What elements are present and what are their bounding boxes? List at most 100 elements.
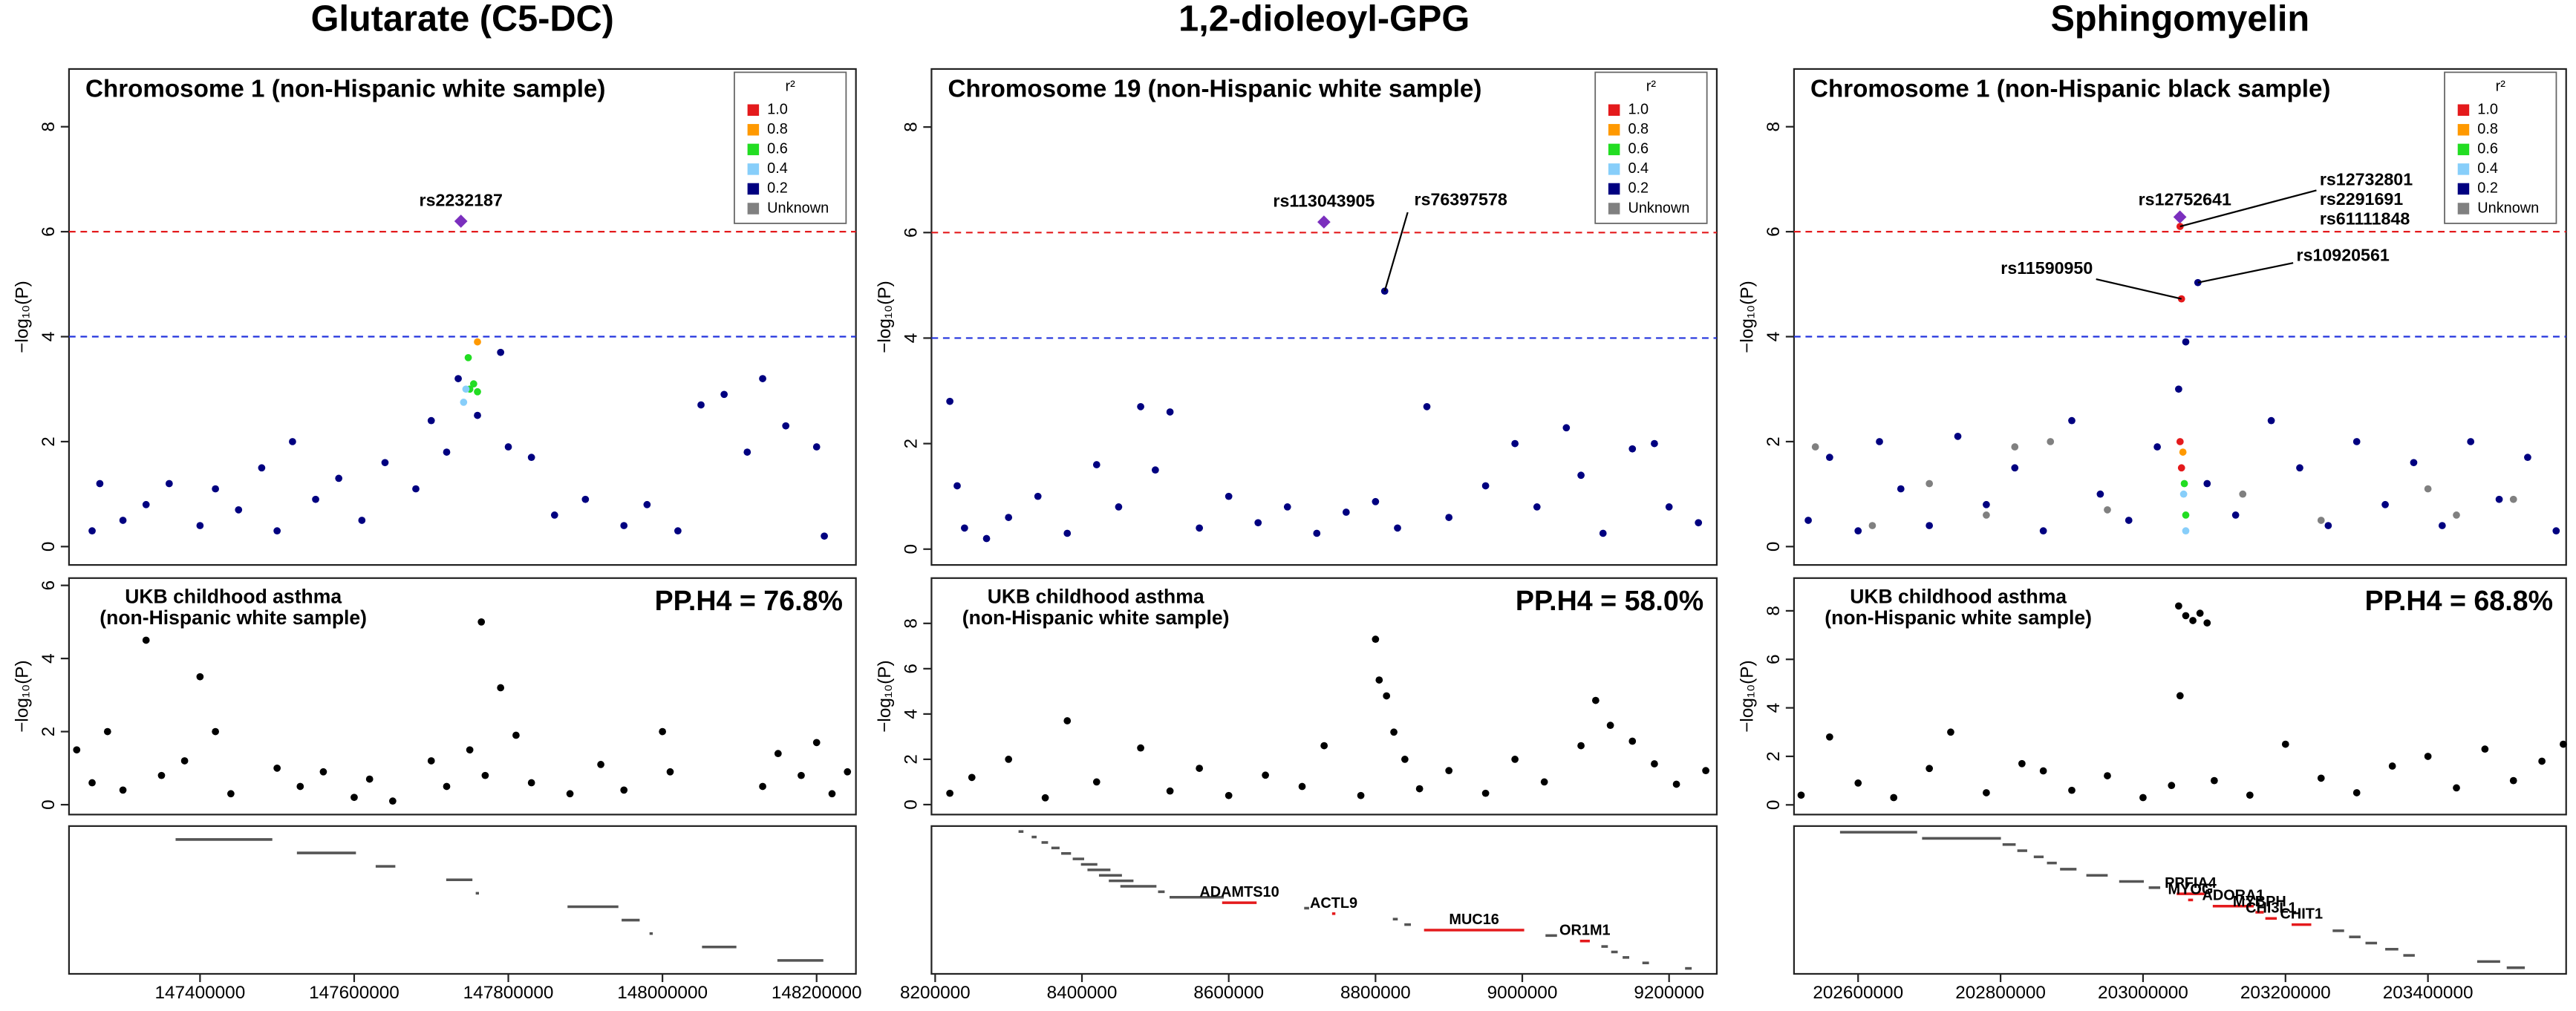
- snp-point: [2182, 612, 2190, 620]
- legend-swatch: [2457, 143, 2470, 156]
- y-tick-label: 4: [901, 333, 921, 344]
- snp-point: [812, 443, 821, 451]
- snp-point: [1151, 466, 1159, 474]
- x-tick-label: 8400000: [1047, 983, 1118, 1003]
- panel-frame: [68, 825, 857, 975]
- snp-point: [844, 768, 852, 776]
- snp-point: [2182, 527, 2190, 534]
- snp-point: [2203, 619, 2211, 627]
- snp-point: [212, 727, 219, 736]
- snp-point: [1562, 424, 1571, 432]
- snp-point: [812, 739, 821, 747]
- snp-point: [982, 534, 991, 543]
- legend-swatch: [747, 203, 760, 215]
- snp-point: [1262, 771, 1269, 779]
- lead-snp: [454, 215, 468, 228]
- snp-point: [2352, 438, 2361, 445]
- snp-point: [180, 757, 189, 765]
- snp-point: [474, 387, 481, 396]
- snp-point: [620, 786, 628, 794]
- legend-label: 1.0: [767, 102, 788, 118]
- snp-point: [142, 500, 150, 508]
- snp-point: [961, 524, 968, 532]
- snp-point: [1628, 445, 1637, 453]
- snp-point: [2196, 609, 2204, 618]
- y-axis-label: −log₁₀(P): [12, 660, 32, 732]
- gene-label: ACTL9: [1310, 895, 1357, 912]
- labeled-snp: [2177, 295, 2185, 303]
- snp-point: [1137, 402, 1144, 410]
- legend-label: 1.0: [1628, 102, 1649, 118]
- snp-point: [1854, 527, 1862, 534]
- y-axis-label: −log₁₀(P): [1737, 660, 1757, 732]
- snp-point: [2552, 527, 2560, 534]
- snp-point: [1423, 402, 1431, 410]
- snp-point: [1926, 522, 1934, 529]
- snp-point: [1320, 742, 1328, 750]
- snp-point: [2317, 774, 2325, 782]
- snp-point: [2175, 385, 2182, 393]
- legend-swatch: [2457, 124, 2470, 136]
- snp-point: [157, 771, 166, 779]
- snp-point: [1196, 524, 1204, 532]
- lead-snp: [1317, 215, 1331, 229]
- snp-point: [946, 397, 953, 405]
- snp-point: [358, 517, 366, 524]
- snp-label: rs61111848: [2320, 209, 2410, 228]
- legend-swatch: [1608, 143, 1620, 156]
- snp-point: [759, 375, 766, 382]
- snp-point: [2481, 745, 2489, 753]
- snp-point: [2139, 794, 2147, 802]
- snp-point: [1063, 717, 1072, 724]
- y-tick-label: 0: [1764, 542, 1784, 552]
- snp-point: [759, 782, 766, 791]
- snp-point: [412, 485, 420, 493]
- legend-label: 0.2: [767, 180, 788, 197]
- legend-swatch: [2457, 163, 2470, 175]
- panel-frame: [1793, 577, 2567, 816]
- snp-point: [1983, 789, 1990, 796]
- snp-point: [550, 511, 558, 519]
- snp-point: [319, 768, 327, 776]
- panel-annotation: (non-Hispanic white sample): [100, 606, 367, 629]
- y-tick-label: 6: [901, 228, 921, 238]
- snp-point: [1041, 794, 1049, 802]
- legend-label: 0.6: [1628, 141, 1649, 157]
- panel-frame: [68, 577, 857, 816]
- leader-line: [1383, 212, 1409, 292]
- snp-point: [659, 727, 666, 736]
- y-tick-label: 6: [901, 664, 921, 674]
- x-tick-label: 148000000: [617, 983, 708, 1003]
- y-tick-label: 0: [1764, 800, 1784, 811]
- snp-point: [2104, 506, 2111, 514]
- y-tick-label: 2: [39, 727, 59, 737]
- snp-point: [119, 517, 127, 524]
- legend-label: Unknown: [2477, 200, 2539, 216]
- x-tick-label: 203200000: [2240, 983, 2331, 1003]
- snp-point: [2560, 740, 2567, 748]
- x-tick-label: 8600000: [1193, 983, 1264, 1003]
- y-axis-label: −log₁₀(P): [875, 281, 895, 353]
- snp-point: [1511, 439, 1519, 448]
- snp-point: [1254, 519, 1262, 527]
- snp-point: [743, 448, 751, 456]
- snp-point: [2424, 485, 2432, 493]
- snp-point: [497, 348, 505, 356]
- snp-label: rs113043905: [1273, 192, 1375, 211]
- snp-point: [196, 673, 204, 681]
- snp-point: [2509, 495, 2517, 503]
- snp-point: [103, 727, 111, 736]
- legend-frame: [734, 71, 847, 224]
- y-axis-label: −log₁₀(P): [875, 660, 895, 732]
- legend-swatch: [1608, 183, 1620, 195]
- chart-title: Sphingomyelin: [2050, 0, 2309, 39]
- snp-point: [620, 522, 628, 529]
- snp-point: [1394, 524, 1401, 532]
- panel-annotation: UKB childhood asthma: [125, 585, 342, 607]
- snp-point: [1313, 529, 1321, 537]
- y-tick-label: 0: [901, 799, 921, 810]
- snp-point: [1166, 408, 1174, 416]
- x-tick-label: 147800000: [463, 983, 554, 1003]
- snp-point: [227, 790, 235, 798]
- y-tick-label: 8: [1764, 122, 1784, 132]
